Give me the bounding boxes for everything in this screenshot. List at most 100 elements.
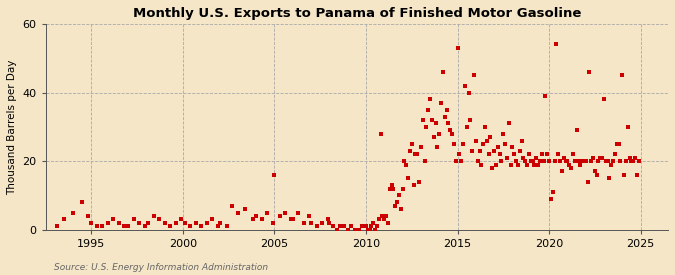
Point bbox=[213, 224, 223, 229]
Point bbox=[531, 156, 541, 160]
Point bbox=[571, 128, 582, 133]
Point bbox=[247, 217, 258, 222]
Point bbox=[562, 159, 573, 163]
Point bbox=[401, 162, 412, 167]
Point bbox=[537, 152, 547, 156]
Point bbox=[372, 224, 383, 229]
Point bbox=[298, 221, 309, 225]
Point bbox=[535, 159, 545, 163]
Point bbox=[443, 121, 454, 126]
Point bbox=[412, 152, 423, 156]
Point bbox=[456, 159, 466, 163]
Point bbox=[368, 221, 379, 225]
Point bbox=[588, 156, 599, 160]
Point bbox=[448, 142, 459, 146]
Point bbox=[148, 214, 159, 218]
Point bbox=[458, 142, 468, 146]
Point bbox=[522, 162, 533, 167]
Point bbox=[397, 186, 408, 191]
Point bbox=[214, 221, 225, 225]
Point bbox=[196, 224, 207, 229]
Point bbox=[474, 149, 485, 153]
Point bbox=[463, 90, 474, 95]
Point bbox=[288, 217, 298, 222]
Point bbox=[240, 207, 250, 211]
Point bbox=[379, 217, 389, 222]
Point bbox=[306, 221, 317, 225]
Point bbox=[435, 101, 446, 105]
Point bbox=[339, 224, 350, 229]
Text: Source: U.S. Energy Information Administration: Source: U.S. Energy Information Administ… bbox=[54, 263, 268, 272]
Point bbox=[613, 142, 624, 146]
Point bbox=[468, 73, 479, 78]
Point bbox=[447, 131, 458, 136]
Point bbox=[481, 138, 492, 143]
Point bbox=[434, 131, 445, 136]
Point bbox=[545, 197, 556, 201]
Point bbox=[454, 152, 465, 156]
Point bbox=[134, 221, 144, 225]
Point bbox=[441, 108, 452, 112]
Point bbox=[86, 221, 97, 225]
Point bbox=[113, 221, 124, 225]
Point bbox=[542, 152, 553, 156]
Point bbox=[421, 125, 432, 129]
Point bbox=[491, 162, 502, 167]
Point bbox=[512, 162, 523, 167]
Point bbox=[143, 221, 154, 225]
Point bbox=[123, 224, 134, 229]
Point bbox=[432, 145, 443, 150]
Point bbox=[483, 152, 494, 156]
Point bbox=[591, 173, 602, 177]
Point bbox=[632, 173, 643, 177]
Point bbox=[553, 152, 564, 156]
Point bbox=[500, 142, 510, 146]
Point bbox=[586, 159, 597, 163]
Point bbox=[404, 149, 415, 153]
Point bbox=[602, 159, 613, 163]
Point bbox=[419, 159, 430, 163]
Point bbox=[251, 214, 262, 218]
Point bbox=[520, 159, 531, 163]
Point bbox=[416, 145, 427, 150]
Point bbox=[472, 159, 483, 163]
Point bbox=[429, 135, 439, 139]
Point bbox=[589, 169, 600, 174]
Point bbox=[414, 180, 425, 184]
Point bbox=[311, 224, 322, 229]
Point bbox=[293, 210, 304, 215]
Point bbox=[624, 156, 635, 160]
Point bbox=[201, 221, 212, 225]
Point bbox=[388, 186, 399, 191]
Point bbox=[445, 128, 456, 133]
Point bbox=[568, 152, 578, 156]
Point bbox=[353, 228, 364, 232]
Point bbox=[507, 145, 518, 150]
Point bbox=[346, 224, 357, 229]
Point bbox=[304, 214, 315, 218]
Point bbox=[350, 228, 360, 232]
Point bbox=[394, 193, 404, 198]
Point bbox=[533, 162, 543, 167]
Point bbox=[154, 217, 165, 222]
Point bbox=[286, 217, 296, 222]
Point bbox=[180, 221, 190, 225]
Point bbox=[505, 162, 516, 167]
Point bbox=[630, 156, 641, 160]
Point bbox=[480, 125, 491, 129]
Point bbox=[51, 224, 62, 229]
Y-axis label: Thousand Barrels per Day: Thousand Barrels per Day bbox=[7, 59, 17, 194]
Point bbox=[525, 159, 536, 163]
Point bbox=[267, 221, 278, 225]
Point bbox=[390, 204, 401, 208]
Point bbox=[373, 217, 384, 222]
Point bbox=[377, 214, 388, 218]
Point bbox=[608, 159, 618, 163]
Point bbox=[375, 131, 386, 136]
Point bbox=[518, 156, 529, 160]
Point bbox=[227, 204, 238, 208]
Point bbox=[504, 121, 514, 126]
Point bbox=[556, 169, 567, 174]
Point bbox=[502, 156, 512, 160]
Point bbox=[580, 159, 591, 163]
